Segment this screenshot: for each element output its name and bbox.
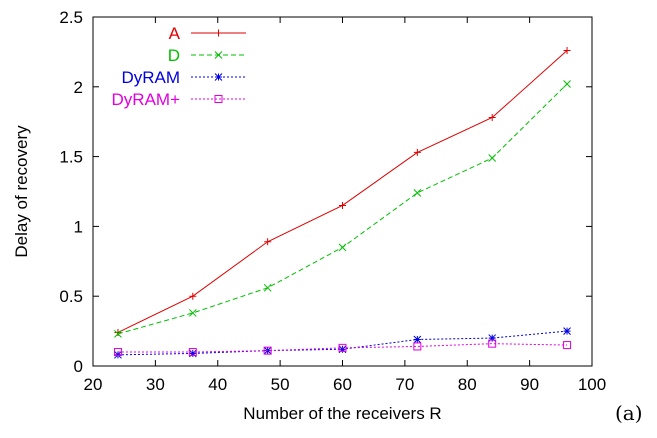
series-dyram-plus	[113, 339, 572, 357]
data-point	[488, 334, 497, 342]
data-point	[488, 154, 497, 162]
series-a	[114, 47, 571, 336]
legend-item: A	[169, 24, 246, 43]
data-point	[113, 348, 122, 357]
data-point	[488, 114, 496, 122]
x-tick-label: 60	[333, 375, 352, 394]
x-tick-label: 100	[578, 375, 606, 394]
legend-marker	[214, 51, 223, 59]
y-tick-label: 0	[74, 357, 83, 376]
legend-label: A	[169, 24, 181, 43]
x-tick-label: 20	[84, 375, 103, 394]
data-point	[339, 201, 346, 209]
legend-label: DyRAM	[121, 68, 180, 87]
legend-marker	[214, 73, 223, 81]
data-point	[188, 349, 197, 358]
y-axis-title: Delay of recovery	[12, 125, 31, 258]
x-tick-label: 30	[146, 375, 165, 394]
legend-item: DyRAM	[121, 68, 246, 87]
data-point	[563, 47, 571, 55]
x-tick-label: 90	[520, 375, 539, 394]
data-point	[263, 346, 272, 355]
y-tick-label: 1.5	[59, 148, 83, 167]
y-tick-label: 0.5	[59, 287, 83, 306]
data-point	[413, 335, 422, 344]
x-tick-label: 70	[395, 375, 414, 394]
data-point	[188, 309, 197, 317]
ticks-layer: 20 30 40 50 60 70 80 90 100 0 0.5 1 1.5 2 2.5	[59, 8, 606, 394]
panel-label: (a)	[615, 401, 643, 425]
series-dyram	[114, 327, 571, 359]
data-point	[563, 341, 572, 350]
data-point	[413, 148, 421, 156]
data-point	[413, 342, 422, 351]
data-point	[563, 80, 571, 88]
x-axis-title: Number of the receivers R	[243, 404, 441, 423]
data-point	[563, 327, 571, 335]
y-tick-label: 2.5	[59, 8, 83, 27]
x-tick-label: 40	[208, 375, 227, 394]
data-point	[338, 343, 347, 352]
data-point	[413, 189, 422, 197]
series-line	[117, 343, 568, 353]
data-point	[114, 330, 122, 338]
series-line	[117, 50, 568, 333]
y-tick-label: 2	[74, 78, 83, 97]
data-point	[189, 292, 197, 300]
legend-marker	[214, 95, 223, 103]
data-point	[488, 339, 497, 348]
legend-marker	[215, 29, 222, 37]
x-tick-label: 80	[458, 375, 477, 394]
plot-frame	[92, 16, 593, 367]
legend-label: DyRAM+	[112, 90, 181, 109]
series-d	[114, 80, 571, 338]
legend-item: DyRAM+	[112, 90, 246, 109]
legend-label: D	[168, 46, 180, 65]
x-tick-label: 50	[271, 375, 290, 394]
data-point	[338, 345, 347, 354]
series-layer	[113, 47, 572, 359]
data-point	[114, 328, 122, 336]
legend: AD DyRAM DyRAM+	[112, 24, 246, 109]
legend-item: D	[168, 46, 246, 65]
data-point	[338, 243, 347, 252]
data-point	[264, 238, 272, 246]
y-tick-label: 1	[74, 217, 83, 236]
data-point	[114, 350, 122, 359]
data-point	[188, 348, 197, 357]
data-point	[263, 283, 272, 292]
